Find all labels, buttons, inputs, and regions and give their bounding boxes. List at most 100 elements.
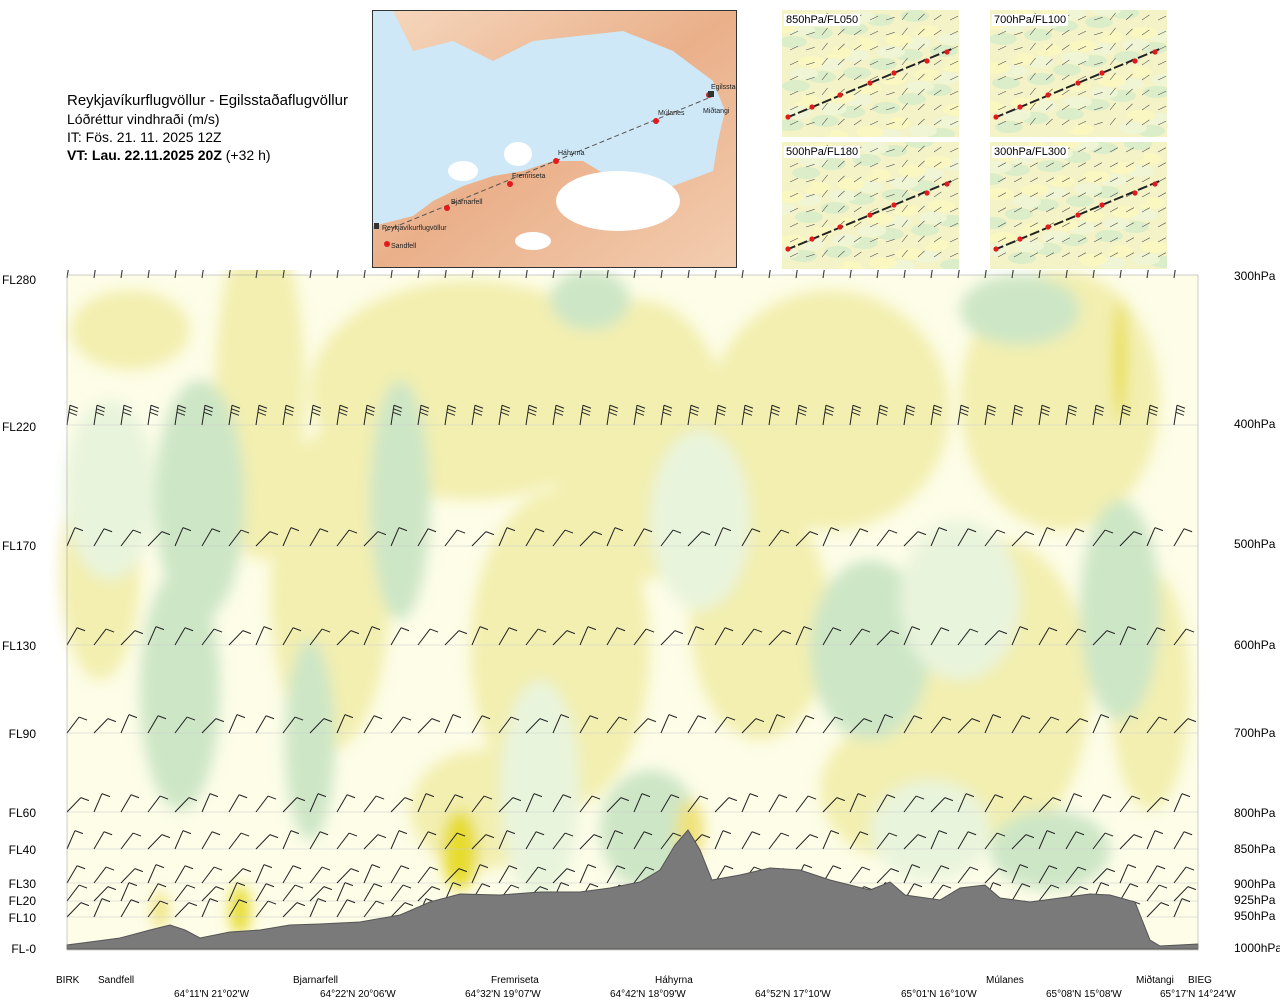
wind-barb bbox=[417, 886, 441, 902]
mini-map-barb bbox=[885, 194, 895, 198]
wind-barb bbox=[1092, 404, 1105, 426]
mini-map-shading bbox=[898, 165, 926, 177]
fl-label: FL40 bbox=[8, 843, 36, 857]
mini-map-barb bbox=[917, 250, 925, 258]
wind-barb bbox=[363, 270, 366, 279]
wind-barb bbox=[1146, 404, 1159, 426]
wind-barb bbox=[417, 528, 437, 547]
wind-barb bbox=[309, 886, 333, 902]
mini-map-shading bbox=[1116, 150, 1144, 162]
mini-map-barb bbox=[933, 104, 942, 111]
wind-barb bbox=[363, 715, 383, 734]
mini-map-barb bbox=[933, 161, 942, 168]
mini-map-barb bbox=[949, 90, 959, 96]
mini-map-barb bbox=[789, 30, 799, 36]
wind-barb bbox=[579, 531, 603, 547]
wind-barb bbox=[66, 830, 84, 850]
mini-map-shading bbox=[990, 62, 1010, 74]
mini-map-barb bbox=[885, 77, 895, 81]
mini-map-point bbox=[837, 92, 843, 98]
mini-map-barb bbox=[1013, 207, 1023, 213]
wind-barb bbox=[147, 834, 171, 850]
coast-west bbox=[373, 81, 433, 141]
mini-map-barb bbox=[933, 191, 942, 198]
mini-map-shading bbox=[906, 81, 934, 93]
wind-barb bbox=[876, 270, 879, 279]
mini-map-barb bbox=[1061, 162, 1071, 168]
mini-map-shading bbox=[1127, 110, 1155, 122]
mini-map-barb bbox=[1077, 207, 1087, 213]
mini-map-point bbox=[785, 114, 791, 120]
mini-map-barb bbox=[1013, 47, 1023, 51]
mini-map-barb bbox=[1141, 74, 1150, 81]
mini-map-point bbox=[1132, 190, 1138, 196]
mini-map-shading bbox=[1024, 29, 1052, 41]
route-point-label: Sandfell bbox=[391, 243, 417, 250]
wind-barb bbox=[1092, 794, 1112, 813]
wind-barb bbox=[498, 797, 522, 813]
wind-barb bbox=[498, 627, 518, 646]
wind-barb bbox=[471, 864, 489, 884]
mini-map-shading bbox=[924, 156, 952, 168]
mini-map-barb bbox=[901, 234, 908, 243]
wind-barb bbox=[228, 270, 231, 279]
wind-barb bbox=[309, 831, 329, 850]
mini-map-shading bbox=[1069, 40, 1097, 52]
wind-barb bbox=[228, 529, 250, 547]
mini-map-barb bbox=[853, 221, 862, 228]
route-title: Reykjavíkurflugvöllur - Egilsstaðaflugvö… bbox=[67, 92, 348, 109]
mini-map-barb bbox=[1125, 73, 1133, 81]
mini-map-850-canvas bbox=[782, 10, 959, 137]
route-point-label: Egilsstaðir bbox=[711, 83, 736, 91]
wind-barb bbox=[1011, 270, 1014, 279]
mini-map-point bbox=[1132, 58, 1138, 64]
wind-barb bbox=[255, 626, 273, 646]
wind-barb bbox=[255, 795, 277, 813]
wind-barb bbox=[876, 868, 900, 884]
wind-barb bbox=[147, 883, 167, 902]
mini-map-barb bbox=[1045, 28, 1053, 36]
wind-barb bbox=[606, 830, 624, 850]
mini-map-barb bbox=[1093, 222, 1103, 228]
mini-map-shading bbox=[1124, 142, 1152, 150]
mini-map-shading bbox=[1079, 254, 1107, 266]
mini-map-shading bbox=[1061, 52, 1089, 64]
mini-map-barb bbox=[1109, 72, 1116, 81]
mini-map-shading bbox=[840, 23, 868, 35]
route-point-label: Háhyrna bbox=[558, 150, 585, 157]
mini-map-barb bbox=[1141, 252, 1151, 258]
mini-map-shading bbox=[1077, 28, 1105, 40]
mini-map-barb bbox=[997, 162, 1007, 168]
mini-map-barb bbox=[1029, 252, 1039, 258]
coordinate-label: 64°32'N 19°07'W bbox=[465, 989, 541, 1000]
route-point-label: Múlanes bbox=[658, 110, 685, 117]
mini-map-point bbox=[1075, 80, 1081, 86]
wind-barb bbox=[714, 830, 732, 850]
wind-barb bbox=[822, 527, 840, 547]
wind-barb bbox=[147, 900, 169, 918]
wind-barb bbox=[309, 404, 322, 426]
wind-barb bbox=[390, 404, 403, 426]
wind-barb bbox=[1146, 527, 1164, 547]
mini-map-barb bbox=[853, 119, 862, 126]
mini-map-shading bbox=[782, 262, 809, 269]
wind-barb bbox=[282, 527, 300, 547]
mini-map-shading bbox=[990, 101, 1004, 113]
waypoint-label: Sandfell bbox=[98, 975, 135, 986]
mini-map-shading bbox=[872, 102, 900, 114]
field-region bbox=[810, 560, 930, 740]
mini-map-barb bbox=[837, 175, 845, 183]
mini-map-shading bbox=[1029, 172, 1057, 184]
wind-barb bbox=[903, 404, 916, 426]
mini-map-shading bbox=[1148, 229, 1167, 241]
wind-barb bbox=[660, 714, 678, 734]
pressure-label: 700hPa bbox=[1234, 726, 1276, 740]
wind-barb bbox=[228, 882, 246, 902]
mini-map-point bbox=[809, 236, 815, 242]
wind-barb bbox=[336, 832, 358, 850]
mini-map-shading bbox=[1021, 184, 1049, 196]
mini-map-barb bbox=[997, 45, 1007, 51]
wind-barb bbox=[390, 716, 412, 734]
wind-barb bbox=[984, 529, 1006, 547]
wind-barb bbox=[255, 404, 268, 426]
